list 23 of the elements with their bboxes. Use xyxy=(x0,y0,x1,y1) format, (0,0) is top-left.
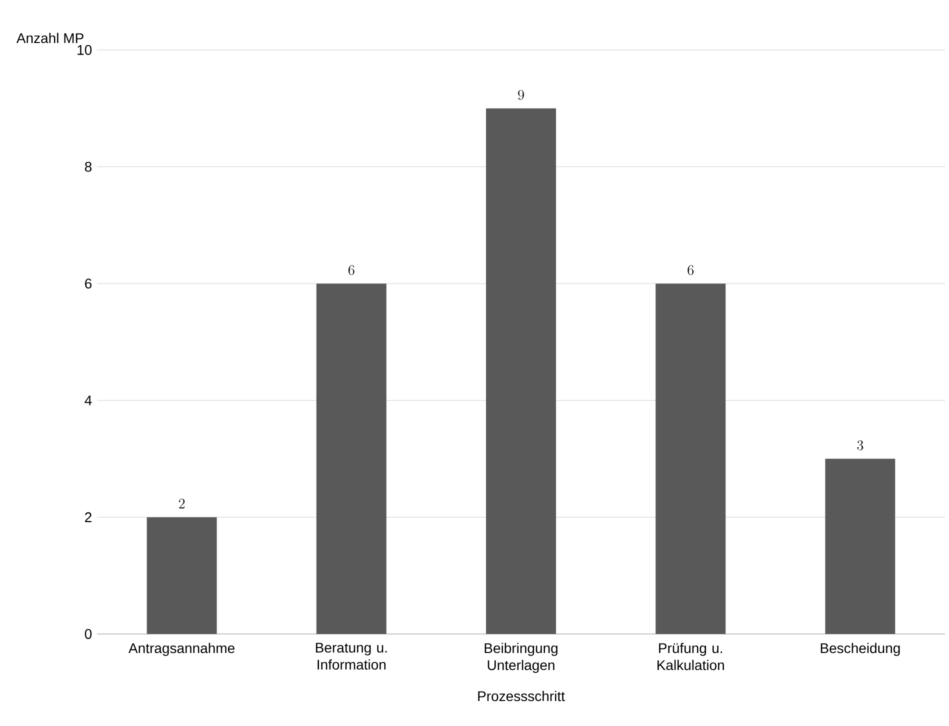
data-label: 6 xyxy=(348,265,354,276)
y-tick-label: 8 xyxy=(84,162,92,172)
x-axis-title: Prozessschritt xyxy=(478,690,565,702)
x-tick-label: Beibringung Unterlagen xyxy=(484,642,558,673)
y-tick-label: 2 xyxy=(85,512,92,522)
bar xyxy=(486,108,556,634)
y-tick-label: 10 xyxy=(78,45,92,55)
x-tick-label: Prüfung u. Kalkulation xyxy=(658,642,724,670)
y-tick-label: 6 xyxy=(85,278,92,289)
bar xyxy=(825,458,896,634)
x-tick-label: Beratung u. Information xyxy=(316,642,387,670)
y-tick-label: 4 xyxy=(84,396,92,406)
data-label: 9 xyxy=(518,90,524,100)
bar xyxy=(656,284,726,634)
y-tick-label: 0 xyxy=(84,629,92,639)
bar xyxy=(146,517,217,634)
bar xyxy=(316,284,386,634)
x-tick-label: Bescheidung xyxy=(820,642,900,656)
x-tick-label: Antragsannahme xyxy=(128,642,234,656)
data-label: 6 xyxy=(688,265,694,276)
y-axis-title: Anzahl MP xyxy=(16,32,84,44)
data-label: 2 xyxy=(178,498,185,508)
data-label: 3 xyxy=(857,440,864,450)
